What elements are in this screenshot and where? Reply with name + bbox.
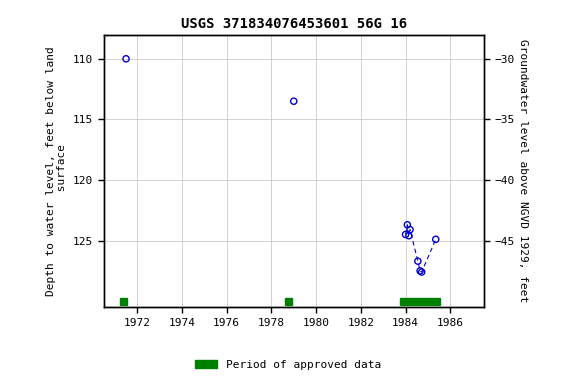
Y-axis label: Depth to water level, feet below land
 surface: Depth to water level, feet below land su… — [46, 46, 67, 296]
Bar — [120, 298, 127, 305]
Point — [406, 227, 415, 233]
Point — [404, 233, 414, 239]
Point — [403, 222, 412, 228]
Point — [289, 98, 298, 104]
Y-axis label: Groundwater level above NGVD 1929, feet: Groundwater level above NGVD 1929, feet — [518, 39, 528, 303]
Bar — [285, 298, 291, 305]
Point — [122, 56, 131, 62]
Bar — [400, 298, 440, 305]
Legend: Period of approved data: Period of approved data — [191, 356, 385, 375]
Point — [431, 236, 441, 242]
Point — [417, 269, 426, 275]
Point — [413, 258, 422, 264]
Point — [415, 268, 425, 274]
Title: USGS 371834076453601 56G 16: USGS 371834076453601 56G 16 — [181, 17, 407, 31]
Point — [401, 232, 410, 238]
